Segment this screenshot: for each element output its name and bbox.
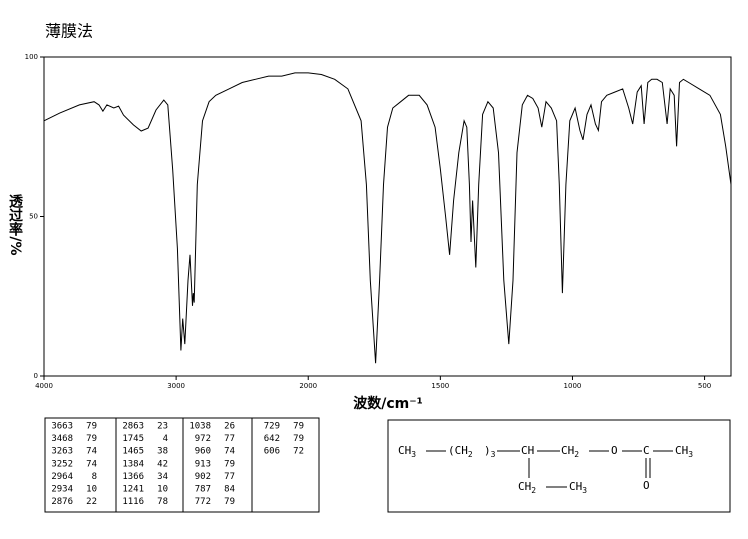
peak-transmittance: 72 [293,447,304,457]
x-tick-label: 1500 [431,382,449,390]
peak-wavenumber: 1038 [189,422,211,432]
structure-frame [387,419,731,513]
peak-transmittance: 34 [157,472,168,482]
peak-transmittance: 74 [86,447,97,457]
atom-subscript: 3 [688,450,693,459]
atom: (CH2 [448,444,473,459]
peak-wavenumber: 960 [195,447,211,457]
atom: CH3 [569,480,587,495]
atom-subscript: 3 [491,450,496,459]
x-tick-label: 4000 [35,382,53,390]
atom: )3 [484,444,496,459]
atom-subscript: 2 [531,486,536,495]
peak-transmittance: 42 [157,459,168,469]
x-tick-label: 1000 [564,382,582,390]
peak-transmittance: 8 [92,472,97,482]
atom: CH3 [675,444,693,459]
peak-transmittance: 23 [157,422,168,432]
atom: CH2 [518,480,536,495]
atom-label: CH [398,444,411,457]
atom-subscript: 2 [468,450,473,459]
peak-wavenumber: 1465 [122,447,144,457]
peak-wavenumber: 1241 [122,485,144,495]
x-tick-label: 500 [698,382,711,390]
x-tick-label: 3000 [167,382,185,390]
peak-transmittance: 77 [224,472,235,482]
peak-wavenumber: 2863 [122,422,144,432]
atom: O [611,444,618,457]
x-tick-label: 2000 [299,382,317,390]
y-tick-label: 50 [29,213,38,221]
peak-transmittance: 79 [224,459,235,469]
atom-label: O [643,479,650,492]
peak-transmittance: 84 [224,485,235,495]
atom-label: CH [521,444,534,457]
atom-label: C [643,444,650,457]
peak-transmittance: 79 [86,434,97,444]
x-axis-label: 波数/cm⁻¹ [353,395,423,412]
peak-transmittance: 79 [293,434,304,444]
peak-transmittance: 78 [157,497,168,507]
atom-label: CH [561,444,574,457]
atom-subscript: 3 [582,486,587,495]
atom-label: CH [518,480,531,493]
peak-transmittance: 10 [86,485,97,495]
peak-transmittance: 79 [86,422,97,432]
peak-wavenumber: 1384 [122,459,144,469]
peak-wavenumber: 972 [195,434,211,444]
atom-subscript: 3 [411,450,416,459]
peak-transmittance: 79 [224,497,235,507]
peak-wavenumber: 787 [195,485,211,495]
peak-transmittance: 22 [86,497,97,507]
peak-wavenumber: 1366 [122,472,144,482]
peak-wavenumber: 3263 [51,447,73,457]
peak-wavenumber: 606 [264,447,280,457]
atom: CH3 [398,444,416,459]
atom-label: CH [569,480,582,493]
atom-label: O [611,444,618,457]
peak-transmittance: 26 [224,422,235,432]
peak-transmittance: 10 [157,485,168,495]
chart-title: 薄膜法 [45,22,93,41]
peak-transmittance: 4 [163,434,168,444]
spectrum-line [43,72,732,364]
peak-wavenumber: 1116 [122,497,144,507]
structure-bonds [426,450,673,488]
peak-wavenumber: 2934 [51,485,73,495]
y-tick-label: 100 [25,53,38,61]
peak-wavenumber: 772 [195,497,211,507]
peak-wavenumber: 729 [264,422,280,432]
peak-wavenumber: 902 [195,472,211,482]
y-tick-label: 0 [34,372,38,380]
atom-label: ) [484,444,491,457]
peak-wavenumber: 3663 [51,422,73,432]
peak-wavenumber: 642 [264,434,280,444]
peak-wavenumber: 913 [195,459,211,469]
peak-transmittance: 77 [224,434,235,444]
peak-wavenumber: 3468 [51,434,73,444]
atom: C [643,444,650,457]
atom-label: (CH [448,444,468,457]
peak-wavenumber: 3252 [51,459,73,469]
y-axis-label: 透过率/% [7,194,23,255]
atom-label: CH [675,444,688,457]
peak-wavenumber: 2964 [51,472,73,482]
atom: CH [521,444,534,457]
peak-transmittance: 79 [293,422,304,432]
peak-wavenumber: 2876 [51,497,73,507]
peak-transmittance: 74 [224,447,235,457]
peak-table-frame [44,417,320,513]
atom-subscript: 2 [574,450,579,459]
peak-transmittance: 38 [157,447,168,457]
atom: CH2 [561,444,579,459]
peak-transmittance: 74 [86,459,97,469]
atom: O [643,479,650,492]
peak-wavenumber: 1745 [122,434,144,444]
